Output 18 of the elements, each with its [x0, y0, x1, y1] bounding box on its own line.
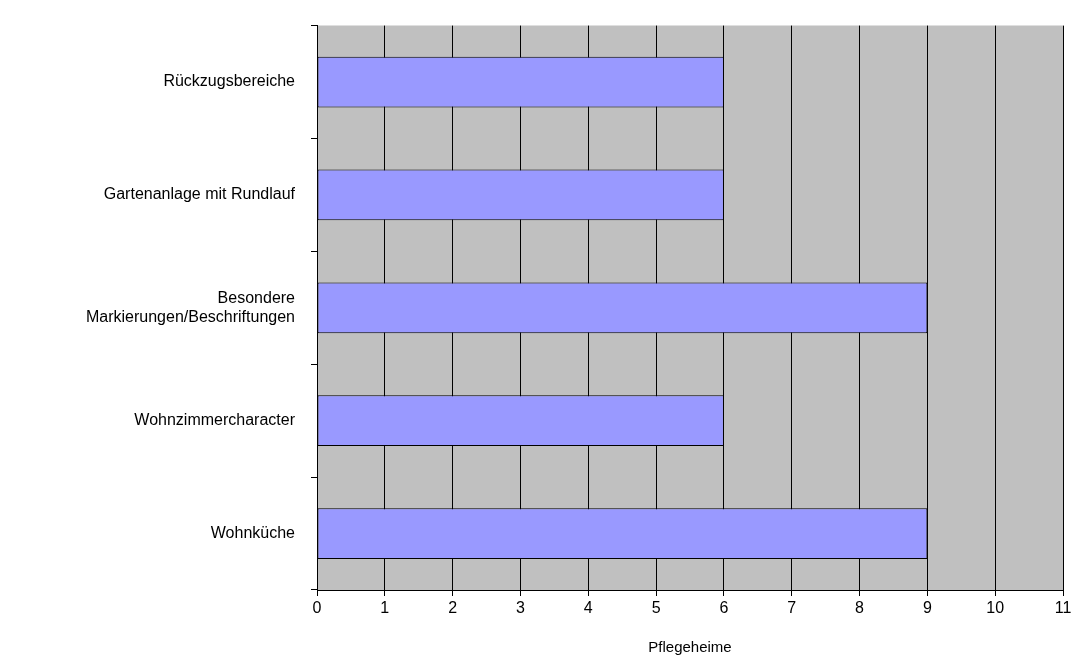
x-tick-label: 2 [448, 599, 458, 617]
y-tick-label: Gartenanlage mit Rundlauf [103, 185, 296, 203]
y-tick-label: Wohnzimmercharacter [134, 411, 296, 429]
y-tick-label: Besondere Markierungen/Beschriftungen [85, 288, 296, 325]
y-tick-label: Rückzugsbereiche [163, 72, 296, 90]
x-tick-label: 10 [986, 599, 1005, 617]
x-tick-label: 11 [1054, 599, 1072, 617]
x-tick-label: 3 [516, 599, 525, 617]
x-tick-label: 0 [312, 599, 322, 617]
x-tick-label: 4 [583, 599, 593, 617]
x-tick-label: 6 [719, 599, 729, 617]
x-tick-label: 1 [380, 599, 390, 617]
y-tick-label: Wohnküche [210, 523, 296, 541]
x-axis-title: Pflegeheime [648, 638, 732, 656]
x-tick-label: 8 [855, 599, 865, 617]
x-tick-label: 7 [787, 599, 797, 617]
x-tick-label: 9 [922, 599, 932, 617]
x-tick-label: 5 [651, 599, 661, 617]
